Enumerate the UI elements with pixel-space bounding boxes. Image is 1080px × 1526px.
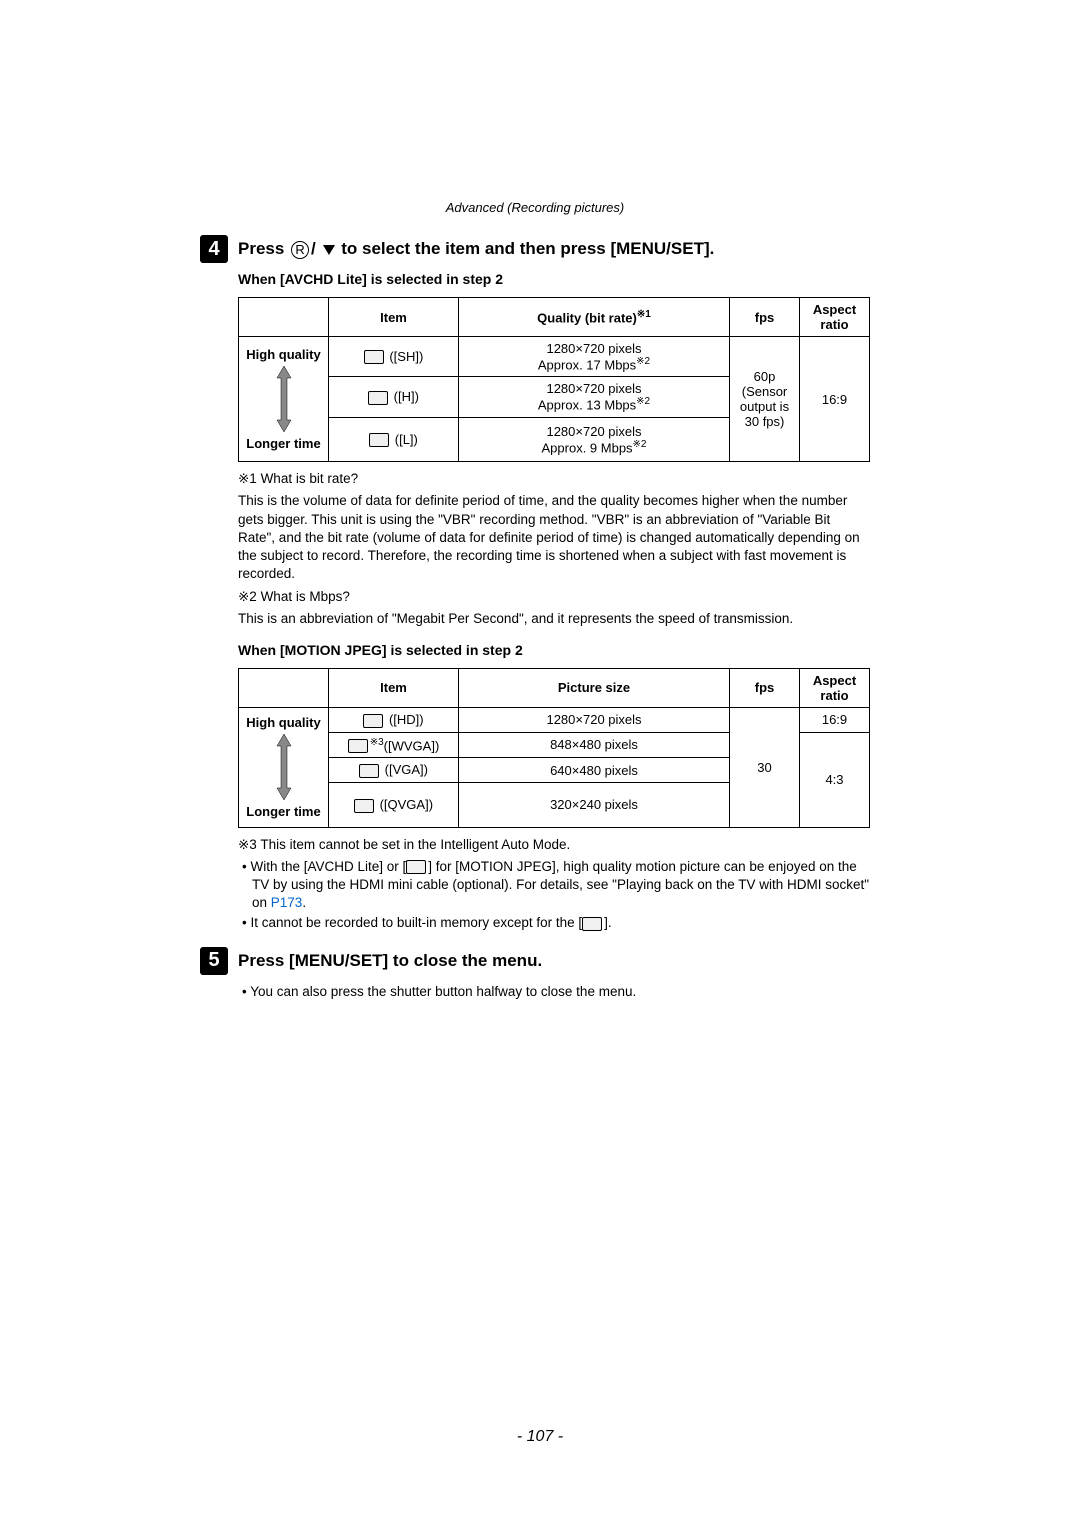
avchd-fps: 60p (Sensor output is 30 fps) — [730, 337, 800, 462]
step-5-icon: 5 — [200, 947, 228, 975]
qvga-inline-icon — [582, 917, 602, 931]
mj-item-wvga: ※3([WVGA]) — [329, 732, 459, 758]
note3: ※3 This item cannot be set in the Intell… — [238, 836, 870, 854]
avchd-table: Item Quality (bit rate)※1 fps Aspect rat… — [238, 297, 870, 462]
p173-link[interactable]: P173 — [271, 895, 303, 910]
step5-note: You can also press the shutter button ha… — [238, 983, 870, 1001]
mj-size-hd: 1280×720 pixels — [459, 707, 730, 732]
mj-quality-direction-arrow-icon — [273, 732, 295, 802]
step-5-row: 5 Press [MENU/SET] to close the menu. — [200, 947, 870, 975]
note2-body: This is an abbreviation of "Megabit Per … — [238, 610, 870, 628]
mj-item-hd: ([HD]) — [329, 707, 459, 732]
mj-item-vga: ([VGA]) — [329, 758, 459, 783]
mj-th-item: Item — [329, 668, 459, 707]
note1-label: ※1 What is bit rate? — [238, 470, 870, 488]
th-aspect: Aspect ratio — [800, 298, 870, 337]
mj-th-blank — [239, 668, 329, 707]
mj-longer-time-label: Longer time — [243, 804, 324, 820]
hd-quality-icon — [363, 714, 383, 728]
th-fps: fps — [730, 298, 800, 337]
qvga-quality-icon — [354, 799, 374, 813]
th-item: Item — [329, 298, 459, 337]
quality-arrow-cell: High quality Longer time — [239, 337, 329, 462]
high-quality-label: High quality — [243, 347, 324, 363]
step-5-text: Press [MENU/SET] to close the menu. — [238, 947, 542, 975]
down-arrow-icon — [321, 243, 337, 257]
sh-quality-icon — [364, 350, 384, 364]
avchd-heading: When [AVCHD Lite] is selected in step 2 — [238, 271, 870, 287]
mj-th-size: Picture size — [459, 668, 730, 707]
mj-high-quality-label: High quality — [243, 715, 324, 731]
quality-direction-arrow-icon — [273, 364, 295, 434]
wvga-quality-icon — [348, 739, 368, 753]
step-4-icon: 4 — [200, 235, 228, 263]
notes-list: With the [AVCHD Lite] or [] for [MOTION … — [238, 858, 870, 933]
step-4-row: 4 Press R/ to select the item and then p… — [200, 235, 870, 263]
section-header: Advanced (Recording pictures) — [200, 200, 870, 215]
r-button-icon: R — [291, 241, 309, 259]
th-blank — [239, 298, 329, 337]
mj-aspect-169: 16:9 — [800, 707, 870, 732]
mj-th-fps: fps — [730, 668, 800, 707]
mj-size-vga: 640×480 pixels — [459, 758, 730, 783]
mj-size-wvga: 848×480 pixels — [459, 732, 730, 758]
longer-time-label: Longer time — [243, 436, 324, 452]
step4-pre: Press — [238, 239, 289, 258]
note1-body: This is the volume of data for definite … — [238, 492, 870, 583]
step4-post: to select the item and then press [MENU/… — [341, 239, 714, 258]
mj-size-qvga: 320×240 pixels — [459, 782, 730, 827]
mjpeg-table: Item Picture size fps Aspect ratio High … — [238, 668, 870, 828]
mj-th-aspect: Aspect ratio — [800, 668, 870, 707]
vga-quality-icon — [359, 764, 379, 778]
note2-label: ※2 What is Mbps? — [238, 588, 870, 606]
bullet-hdmi: With the [AVCHD Lite] or [] for [MOTION … — [238, 858, 870, 913]
l-quality-icon — [369, 433, 389, 447]
th-quality: Quality (bit rate)※1 — [459, 298, 730, 337]
mj-item-qvga: ([QVGA]) — [329, 782, 459, 827]
avchd-aspect: 16:9 — [800, 337, 870, 462]
avchd-item-l: ([L]) — [329, 417, 459, 462]
hd-inline-icon — [406, 860, 426, 874]
mj-aspect-43: 4:3 — [800, 732, 870, 827]
mj-quality-arrow-cell: High quality Longer time — [239, 707, 329, 827]
avchd-quality-sh: 1280×720 pixelsApprox. 17 Mbps※2 — [459, 337, 730, 377]
bullet-builtin: It cannot be recorded to built-in memory… — [238, 914, 870, 932]
h-quality-icon — [368, 391, 388, 405]
mj-fps: 30 — [730, 707, 800, 827]
avchd-item-h: ([H]) — [329, 377, 459, 417]
page-number: - 107 - — [0, 1428, 1080, 1446]
avchd-quality-h: 1280×720 pixelsApprox. 13 Mbps※2 — [459, 377, 730, 417]
mjpeg-heading: When [MOTION JPEG] is selected in step 2 — [238, 642, 870, 658]
step-4-text: Press R/ to select the item and then pre… — [238, 235, 714, 263]
avchd-quality-l: 1280×720 pixelsApprox. 9 Mbps※2 — [459, 417, 730, 462]
avchd-item-sh: ([SH]) — [329, 337, 459, 377]
